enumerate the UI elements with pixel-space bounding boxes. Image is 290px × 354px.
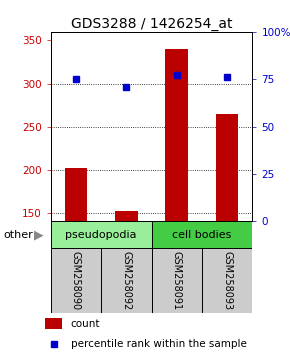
Bar xyxy=(51,248,101,313)
Text: GSM258092: GSM258092 xyxy=(121,251,131,310)
Title: GDS3288 / 1426254_at: GDS3288 / 1426254_at xyxy=(71,17,232,31)
Bar xyxy=(115,211,138,221)
Text: cell bodies: cell bodies xyxy=(172,229,232,240)
Bar xyxy=(101,248,151,313)
Bar xyxy=(202,248,252,313)
Text: GSM258091: GSM258091 xyxy=(172,251,182,310)
Bar xyxy=(151,248,202,313)
Bar xyxy=(151,221,252,248)
Text: GSM258093: GSM258093 xyxy=(222,251,232,310)
Bar xyxy=(45,318,62,329)
Bar xyxy=(216,114,238,221)
Bar xyxy=(51,221,151,248)
Text: ▶: ▶ xyxy=(34,228,44,241)
Bar xyxy=(65,168,87,221)
Text: percentile rank within the sample: percentile rank within the sample xyxy=(71,339,247,349)
Text: GSM258090: GSM258090 xyxy=(71,251,81,310)
Text: other: other xyxy=(3,229,33,240)
Text: pseudopodia: pseudopodia xyxy=(65,229,137,240)
Bar xyxy=(165,49,188,221)
Text: count: count xyxy=(71,319,100,329)
